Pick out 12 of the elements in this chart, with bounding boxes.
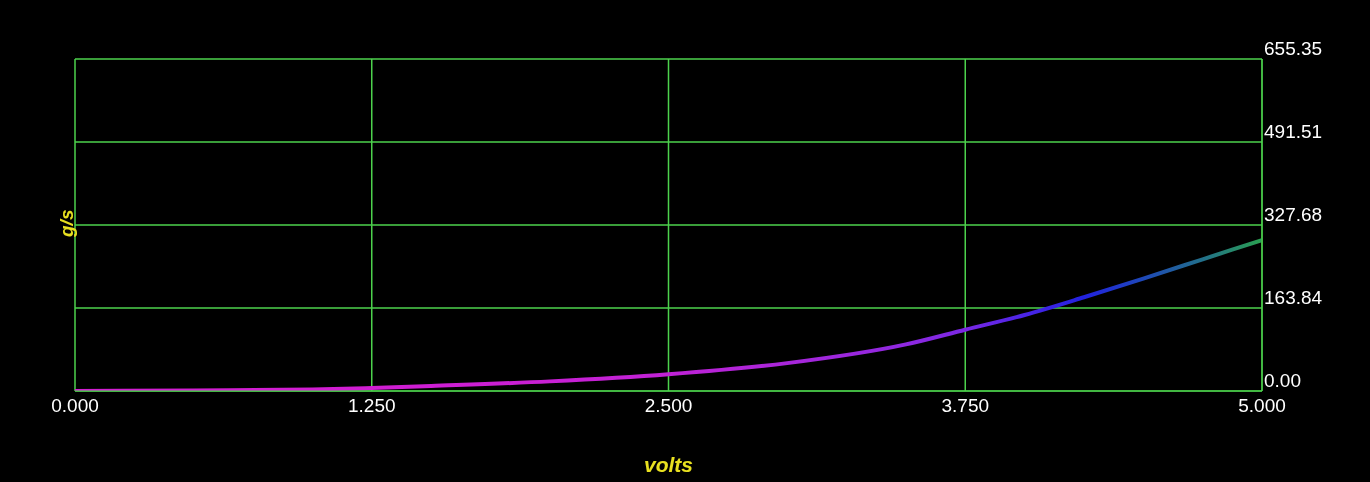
y-tick-label: 327.68	[1264, 204, 1323, 225]
y-axis-title: g/s	[56, 209, 77, 237]
y-tick-label: 655.35	[1264, 38, 1323, 59]
x-tick-label: 2.500	[644, 395, 693, 417]
x-tick-label: 1.250	[347, 395, 396, 417]
y-tick-label: 163.84	[1264, 287, 1323, 308]
x-tick-label: 3.750	[941, 395, 990, 417]
x-axis-title: volts	[643, 453, 694, 476]
y-tick-label: 0.00	[1264, 370, 1301, 391]
x-tick-label: 5.000	[1238, 395, 1286, 417]
y-tick-label: 491.51	[1264, 121, 1323, 142]
x-tick-label: 0.000	[51, 395, 99, 417]
